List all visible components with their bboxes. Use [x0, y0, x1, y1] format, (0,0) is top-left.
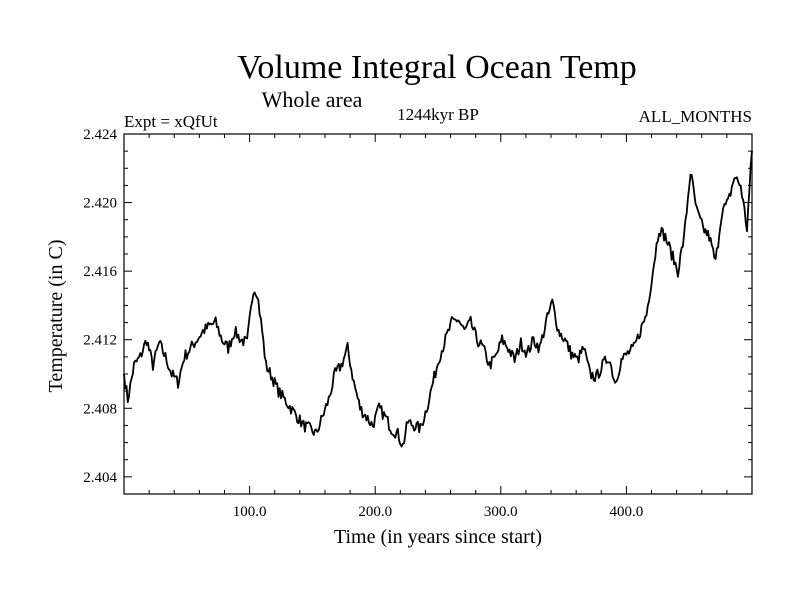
x-axis-tick-labels: 100.0 200.0 300.0 400.0 — [233, 504, 644, 520]
x-tick-label: 400.0 — [610, 504, 644, 520]
annotation-period: 1244kyr BP — [397, 105, 479, 124]
annotation-months: ALL_MONTHS — [639, 107, 752, 126]
x-tick-label: 200.0 — [358, 504, 392, 520]
annotation-experiment: Expt = xQfUt — [124, 112, 218, 131]
y-tick-label: 2.408 — [83, 401, 117, 417]
y-axis-tick-labels: 2.404 2.408 2.412 2.416 2.420 2.424 — [83, 127, 117, 486]
series-line-temperature — [123, 151, 753, 448]
x-axis-ticks — [148, 134, 728, 494]
y-tick-label: 2.412 — [83, 333, 117, 349]
x-axis-label: Time (in years since start) — [334, 526, 542, 548]
plot-frame — [123, 133, 753, 495]
y-tick-label: 2.416 — [83, 264, 117, 280]
y-tick-label: 2.424 — [83, 127, 117, 143]
x-tick-label: 100.0 — [233, 504, 267, 520]
x-tick-label: 300.0 — [484, 504, 518, 520]
y-tick-label: 2.404 — [83, 470, 117, 486]
y-axis-label: Temperature (in C) — [45, 240, 67, 393]
chart-subtitle: Whole area — [262, 87, 363, 112]
chart-title: Volume Integral Ocean Temp — [237, 49, 637, 86]
plot-area — [123, 133, 753, 495]
y-tick-label: 2.420 — [83, 196, 117, 212]
y-axis-ticks — [124, 150, 752, 478]
